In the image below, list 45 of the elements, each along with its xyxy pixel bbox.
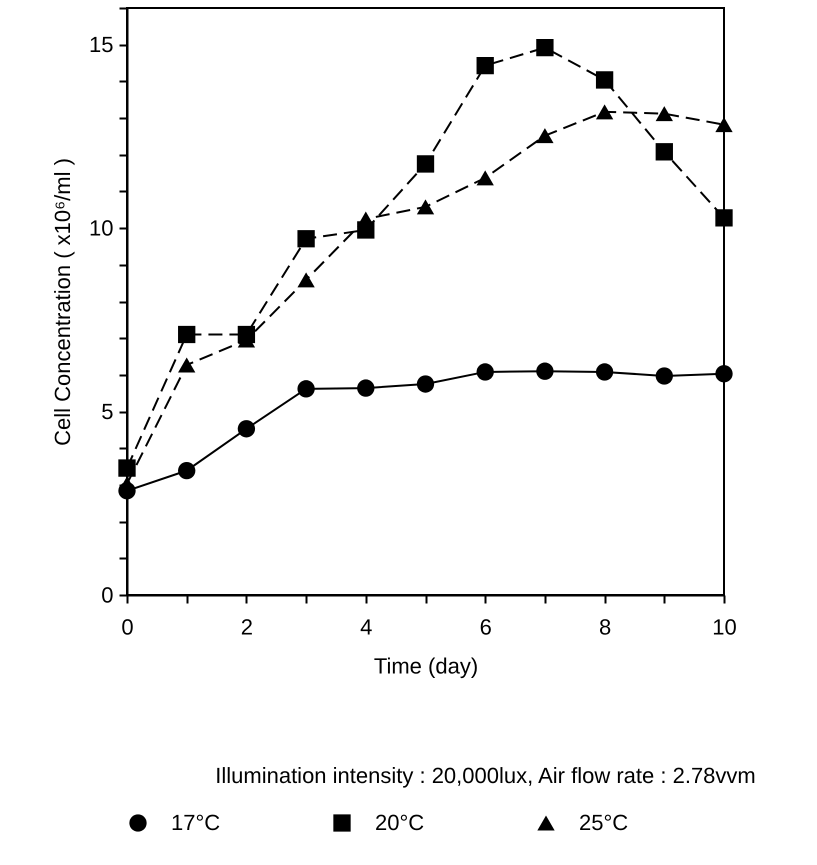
point <box>596 104 614 120</box>
point <box>656 143 673 160</box>
point <box>476 363 494 381</box>
point <box>357 211 374 226</box>
point <box>476 170 494 186</box>
point <box>536 128 554 144</box>
y-tick-label: 5 <box>101 399 114 424</box>
x-tick-label: 0 <box>121 614 134 640</box>
point <box>118 459 136 477</box>
y-tick-label: 10 <box>89 216 114 241</box>
point <box>416 375 434 393</box>
x-tick-label: 10 <box>712 614 737 640</box>
point <box>536 38 554 56</box>
point <box>476 56 494 74</box>
x-tick-label: 4 <box>360 614 372 640</box>
point <box>536 362 554 380</box>
point <box>416 155 434 173</box>
point <box>238 420 256 438</box>
x-tick-label: 8 <box>598 614 612 640</box>
x-axis-title: Time (day) <box>374 654 478 678</box>
point <box>118 476 136 492</box>
point <box>596 71 614 89</box>
legend-label: 20°C <box>375 810 424 835</box>
point <box>297 380 315 398</box>
point <box>178 357 196 372</box>
point <box>297 272 315 288</box>
point <box>715 365 733 382</box>
point <box>178 462 196 480</box>
x-tick-label: 2 <box>240 614 254 640</box>
point <box>297 230 315 248</box>
point <box>715 117 733 132</box>
legend-label: 17°C <box>171 810 220 835</box>
point <box>178 326 196 344</box>
point <box>416 199 434 214</box>
x-tick-label: 6 <box>480 614 492 640</box>
point <box>656 367 673 385</box>
point <box>596 363 614 381</box>
point <box>357 379 374 397</box>
text: Illumination intensity : 20,000lux, Air flow rate : 2.78vvm <box>215 763 756 788</box>
legend-label: 25°C <box>579 810 628 835</box>
point <box>656 106 673 122</box>
y-tick-label: 15 <box>89 32 114 58</box>
point <box>715 209 733 227</box>
y-tick-label: 0 <box>101 582 114 608</box>
y-axis-title: Cell Concentration ( x10⁶/ml ) <box>50 158 76 446</box>
